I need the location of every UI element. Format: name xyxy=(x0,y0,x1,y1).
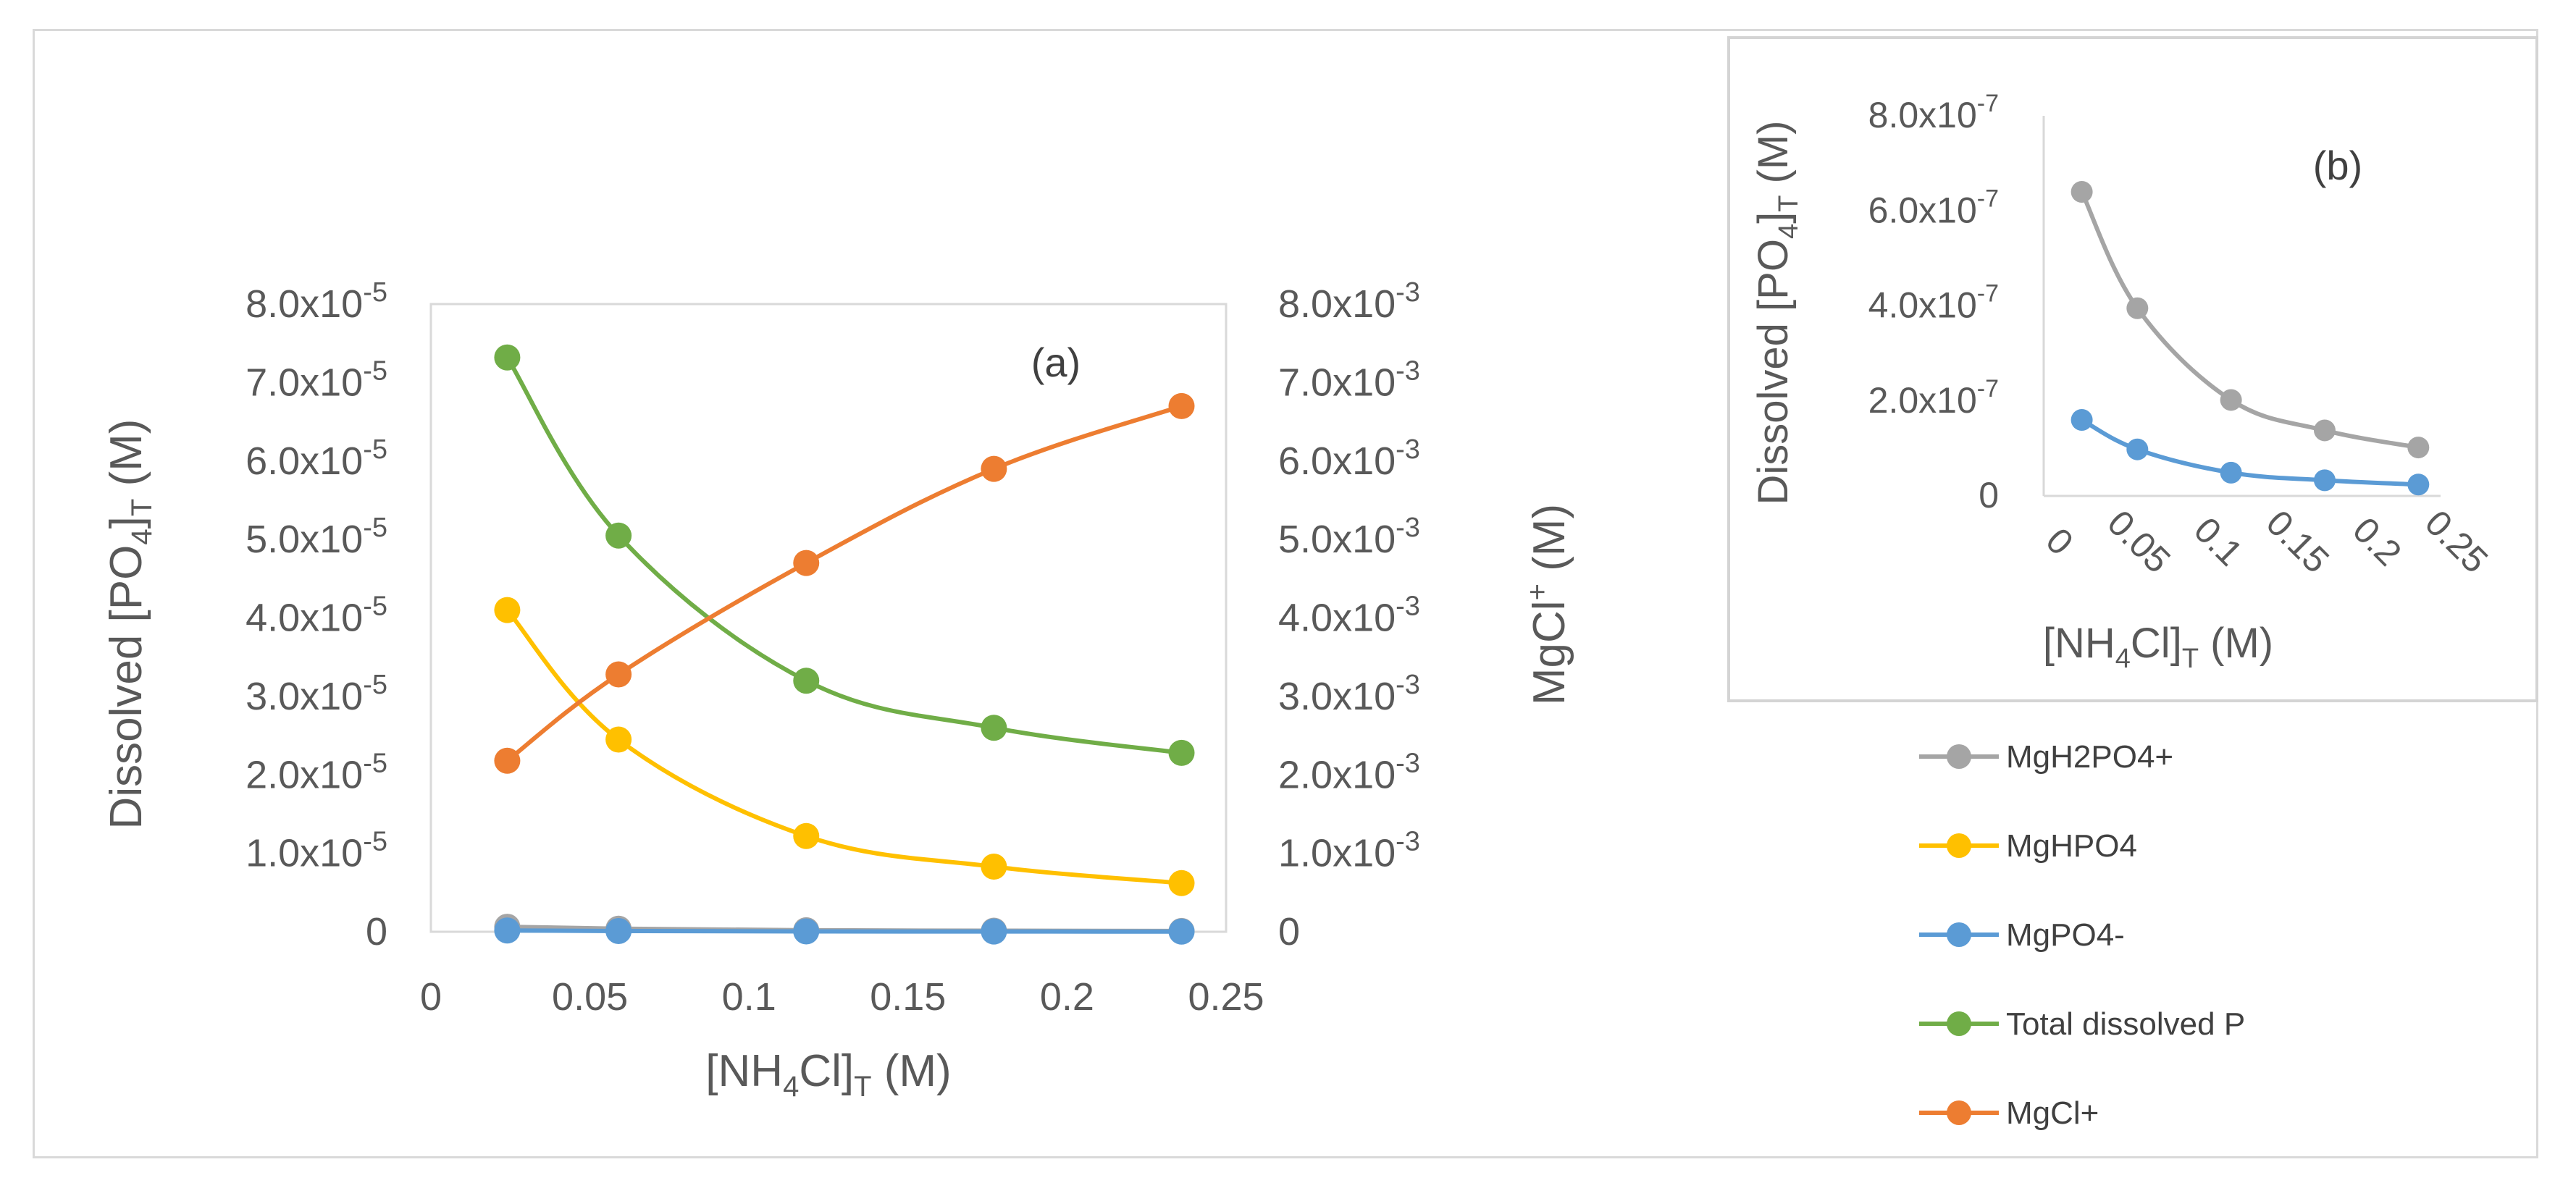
data-point xyxy=(2313,469,2336,492)
series-line xyxy=(505,404,1183,763)
x-tick-label: 0.1 xyxy=(2186,510,2251,574)
series-line xyxy=(2079,190,2419,450)
data-point xyxy=(494,917,521,944)
legend-item: MgCl+ xyxy=(1919,1095,2099,1131)
x-tick-label: 0 xyxy=(420,975,442,1019)
data-point xyxy=(793,550,820,576)
legend-item: MgPO4- xyxy=(1919,917,2125,953)
plot-area-a xyxy=(429,303,1228,933)
data-point xyxy=(2126,297,2149,319)
y-axis-title: Dissolved [PO4]T (M) xyxy=(101,419,158,830)
data-point xyxy=(981,455,1007,482)
legend-marker xyxy=(1947,922,1971,947)
data-point xyxy=(2220,389,2242,411)
x-axis-title: [NH4Cl]T (M) xyxy=(705,1046,951,1103)
data-point xyxy=(1168,870,1195,896)
y-tick-label: 2.0x10-5 xyxy=(246,748,387,796)
legend-label: MgCl+ xyxy=(2006,1095,2099,1131)
legend-label: MgH2PO4+ xyxy=(2006,739,2173,775)
x-tick-label: 0.25 xyxy=(2417,502,2496,581)
data-point xyxy=(494,597,521,623)
y2-tick-label: 5.0x10-3 xyxy=(1278,513,1420,561)
legend-marker xyxy=(1947,744,1971,769)
legend-item: MgHPO4 xyxy=(1919,828,2137,864)
y-tick-label: 4.0x10-7 xyxy=(1868,280,1999,326)
x-tick-label: 0.25 xyxy=(1188,975,1264,1019)
y2-tick-label: 3.0x10-3 xyxy=(1278,670,1420,718)
y2-tick-label: 1.0x10-3 xyxy=(1278,827,1420,875)
y-tick-label: 0 xyxy=(1979,475,1999,515)
y-tick-label: 8.0x10-7 xyxy=(1868,90,1999,135)
legend: MgH2PO4+ MgHPO4 MgPO4- Total dissolved P MgC… xyxy=(1919,739,2245,1131)
panel-label-a: (a) xyxy=(1031,340,1081,385)
y-tick-label: 8.0x10-5 xyxy=(246,277,387,326)
data-point xyxy=(1168,392,1195,419)
data-point xyxy=(1168,739,1195,766)
y-tick-label: 5.0x10-5 xyxy=(246,513,387,561)
x-tick-label: 0.2 xyxy=(1040,975,1094,1019)
x-tick-label: 0.05 xyxy=(2099,502,2178,581)
legend-marker xyxy=(1947,833,1971,858)
data-point xyxy=(981,918,1007,945)
x-tick-label: 0.1 xyxy=(722,975,776,1019)
y-tick-label: 4.0x10-5 xyxy=(246,592,387,640)
legend-label: MgPO4- xyxy=(2006,917,2125,953)
legend-item: Total dissolved P xyxy=(1919,1006,2245,1042)
data-point xyxy=(981,854,1007,880)
y-tick-label: 3.0x10-5 xyxy=(246,670,387,718)
legend-item: MgH2PO4+ xyxy=(1919,739,2173,775)
legend-marker xyxy=(1947,1100,1971,1125)
panel-label-b: (b) xyxy=(2313,143,2362,188)
data-point xyxy=(2126,438,2149,460)
inset-chart-box xyxy=(1727,36,2538,702)
data-point xyxy=(494,344,521,371)
data-point xyxy=(2071,409,2093,431)
y-tick-label: 6.0x10-7 xyxy=(1868,185,1999,230)
y2-tick-label: 4.0x10-3 xyxy=(1278,592,1420,640)
y-tick-label: 1.0x10-5 xyxy=(246,827,387,875)
y-axis-title: Dissolved [PO4]T (M) xyxy=(1750,120,1804,505)
y-tick-label: 6.0x10-5 xyxy=(246,434,387,483)
y2-tick-label: 7.0x10-3 xyxy=(1278,355,1420,404)
x-tick-label: 0.05 xyxy=(552,975,628,1019)
data-point xyxy=(2407,473,2430,496)
data-point xyxy=(605,917,632,944)
data-point xyxy=(605,522,632,549)
y2-tick-label: 2.0x10-3 xyxy=(1278,748,1420,796)
x-tick-label: 0 xyxy=(2038,520,2081,563)
y-tick-label: 2.0x10-7 xyxy=(1868,375,1999,421)
y-tick-label: 0 xyxy=(366,910,387,953)
legend-label: MgHPO4 xyxy=(2006,828,2137,864)
data-point xyxy=(2407,437,2430,459)
x-tick-label: 0.15 xyxy=(870,975,946,1019)
y2-tick-label: 0 xyxy=(1278,910,1300,953)
data-point xyxy=(605,726,632,753)
chart-a: 0 1.0x10-5 2.0x10-5 3.0x10-5 4.0x10-5 5.0x10-… xyxy=(101,277,1574,1103)
data-point xyxy=(2313,419,2336,442)
y-tick-label: 7.0x10-5 xyxy=(246,355,387,404)
y2-tick-label: 8.0x10-3 xyxy=(1278,277,1420,326)
x-tick-label: 0.15 xyxy=(2259,502,2337,581)
data-point xyxy=(793,668,820,694)
legend-label: Total dissolved P xyxy=(2006,1006,2245,1042)
data-point xyxy=(981,715,1007,741)
y2-tick-label: 6.0x10-3 xyxy=(1278,434,1420,483)
series-line xyxy=(505,356,1182,755)
data-point xyxy=(605,661,632,688)
data-point xyxy=(793,822,820,849)
legend-marker xyxy=(1947,1011,1971,1036)
x-axis-title: [NH4Cl]T (M) xyxy=(2043,620,2273,674)
data-point xyxy=(2220,461,2242,484)
x-tick-label: 0.2 xyxy=(2345,510,2409,574)
data-point xyxy=(494,747,521,774)
data-point xyxy=(793,918,820,945)
data-point xyxy=(1168,918,1195,945)
data-point xyxy=(2071,181,2093,203)
chart-b: 02.0x10-74.0x10-76.0x10-78.0x10-70 0.05 0.… xyxy=(1750,90,2496,674)
y2-axis-title: MgCl+ (M) xyxy=(1522,504,1574,705)
